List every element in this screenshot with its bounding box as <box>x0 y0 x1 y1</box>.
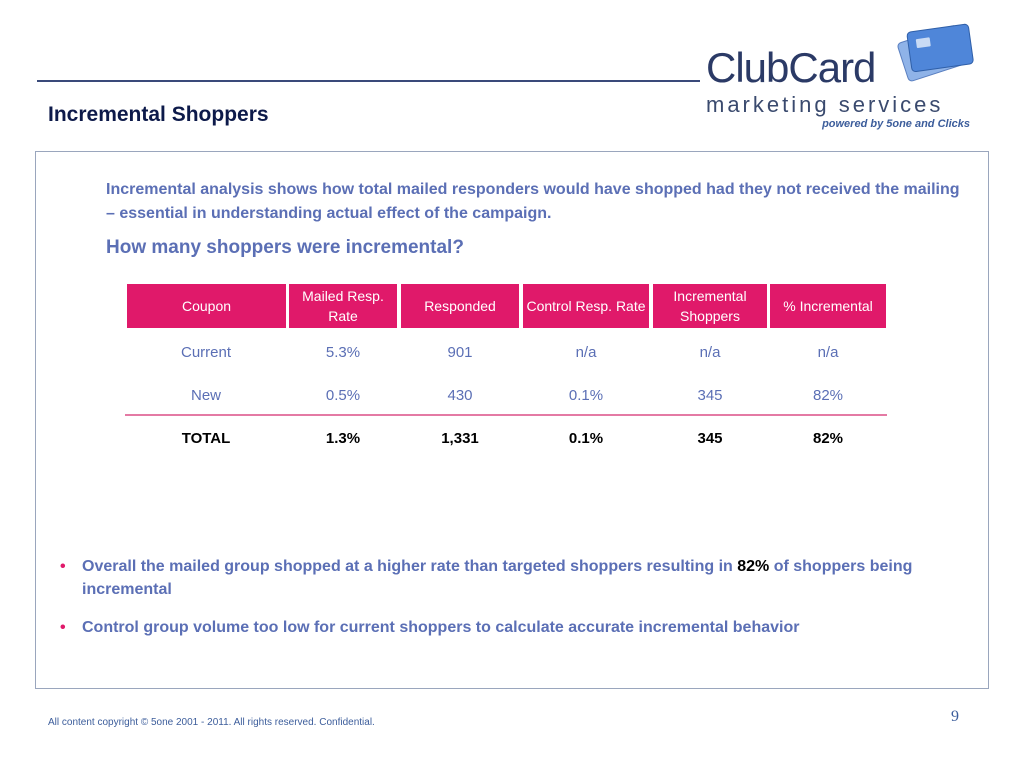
logo-tagline: marketing services <box>706 92 944 117</box>
header-responded: Responded <box>401 284 519 328</box>
header-coupon: Coupon <box>127 284 286 328</box>
table-cell: Current <box>180 344 232 361</box>
table-cell: 345 <box>697 430 723 447</box>
table-cell: 430 <box>447 387 473 404</box>
card-stack-icon <box>897 23 974 82</box>
logo-brand: ClubCard <box>706 44 876 91</box>
footer-copyright: All content copyright © 5one 2001 - 2011… <box>48 717 375 728</box>
table-cell: 345 <box>697 387 723 404</box>
header-control-resp-rate: Control Resp. Rate <box>523 284 649 328</box>
bullet-highlight: 82% <box>737 558 770 575</box>
question-heading: How many shoppers were incremental? <box>106 237 464 258</box>
table-cell: 82% <box>812 430 844 447</box>
bullet-text: Control group volume too low for current… <box>82 619 800 636</box>
bullet-icon: • <box>60 558 66 575</box>
table-cell: n/a <box>575 344 597 361</box>
bullet-text-pre: Overall the mailed group shopped at a hi… <box>82 558 738 575</box>
table-cell: 82% <box>812 387 844 404</box>
header-pct-incremental: % Incremental <box>770 284 886 328</box>
header-divider <box>37 80 700 82</box>
findings-list: • Overall the mailed group shopped at a … <box>60 555 980 654</box>
table-cell: n/a <box>817 344 839 361</box>
intro-text: Incremental analysis shows how total mai… <box>106 181 960 222</box>
list-item: • Overall the mailed group shopped at a … <box>60 555 980 601</box>
content-panel <box>35 151 989 689</box>
table-cell: n/a <box>699 344 721 361</box>
bullet-text-post: of shoppers being incremental <box>82 558 913 598</box>
clubcard-logo: ClubCard marketing services powered by 5… <box>700 14 1000 130</box>
table-cell: 0.1% <box>568 430 604 447</box>
slide-title: Incremental Shoppers <box>48 103 269 126</box>
table-cell: 0.1% <box>568 387 604 404</box>
logo-powered-by: powered by 5one and Clicks <box>822 118 970 130</box>
table-cell: 5.3% <box>325 344 361 361</box>
table-cell: New <box>190 387 221 404</box>
table-cell: 1,331 <box>441 430 479 447</box>
table-cell: 0.5% <box>325 387 361 404</box>
list-item: • Control group volume too low for curre… <box>60 616 980 639</box>
total-divider <box>125 414 887 416</box>
bullet-icon: • <box>60 619 66 636</box>
header-incremental-shoppers: Incremental Shoppers <box>653 284 767 328</box>
table-cell: TOTAL <box>181 430 231 447</box>
table-cell: 1.3% <box>325 430 361 447</box>
page-number: 9 <box>951 708 959 725</box>
header-mailed-resp-rate: Mailed Resp. Rate <box>289 284 397 328</box>
table-cell: 901 <box>447 344 473 361</box>
